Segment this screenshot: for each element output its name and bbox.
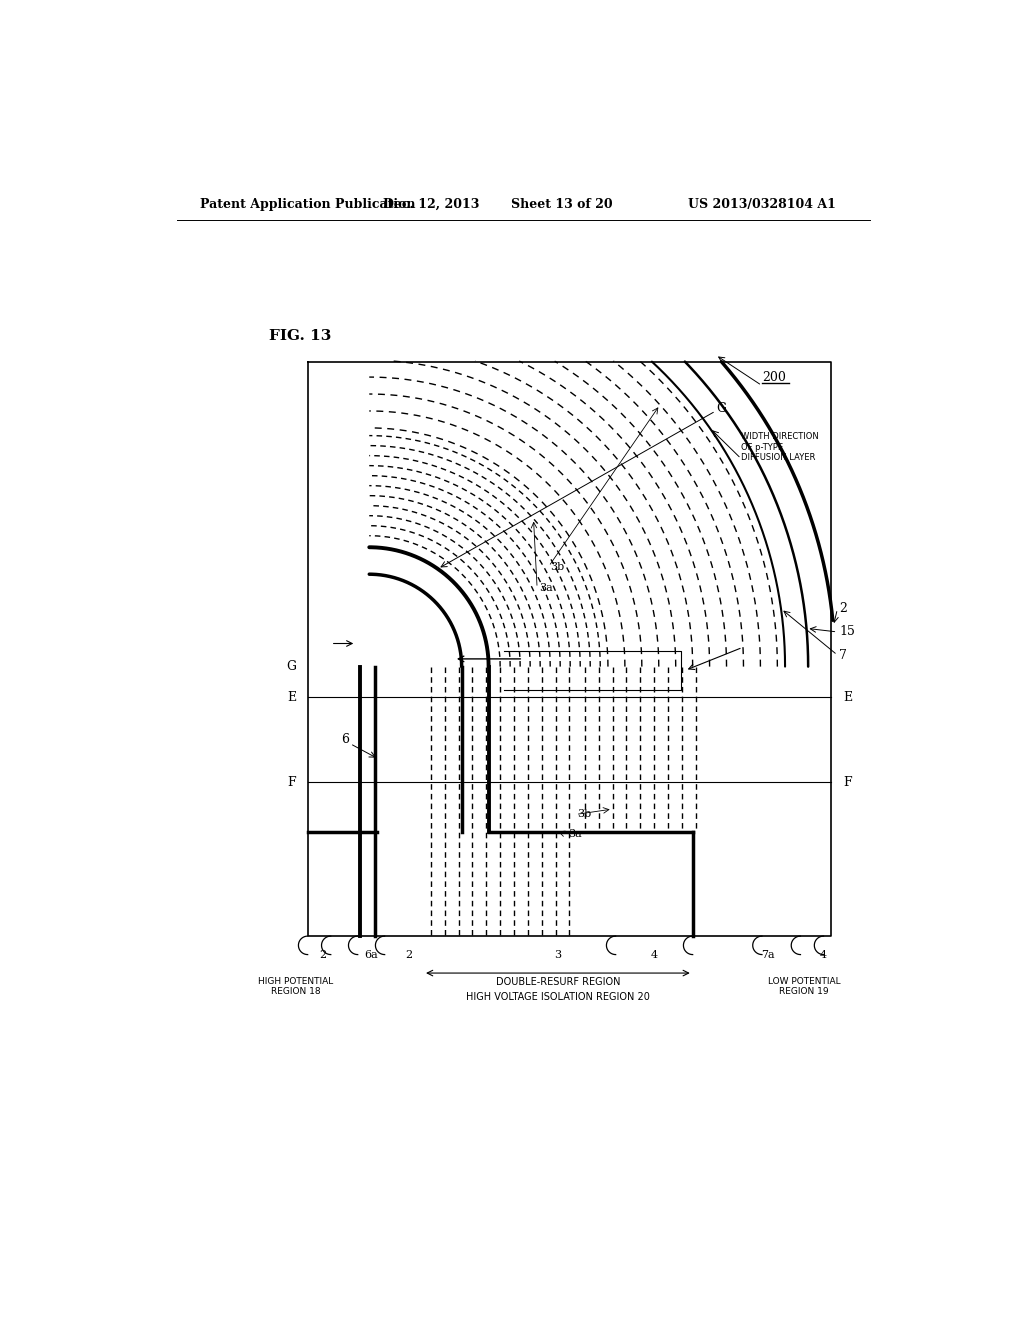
Text: 15: 15 xyxy=(839,626,855,639)
Text: E: E xyxy=(287,690,296,704)
Text: G: G xyxy=(716,403,726,416)
Text: 3b: 3b xyxy=(578,809,592,820)
Text: DOUBLE-RESURF REGION: DOUBLE-RESURF REGION xyxy=(496,977,621,987)
Text: 3a: 3a xyxy=(568,829,582,840)
Text: FIG. 13: FIG. 13 xyxy=(269,329,332,342)
Text: Patent Application Publication: Patent Application Publication xyxy=(200,198,416,211)
Text: HIGH VOLTAGE ISOLATION REGION 20: HIGH VOLTAGE ISOLATION REGION 20 xyxy=(466,993,650,1002)
Text: 3b: 3b xyxy=(550,561,564,572)
Text: HIGH POTENTIAL
REGION 18: HIGH POTENTIAL REGION 18 xyxy=(258,977,334,997)
Text: 200: 200 xyxy=(762,371,785,384)
Text: G: G xyxy=(286,660,296,673)
Text: LOW POTENTIAL
REGION 19: LOW POTENTIAL REGION 19 xyxy=(768,977,841,997)
Text: 2: 2 xyxy=(839,602,847,615)
Text: Sheet 13 of 20: Sheet 13 of 20 xyxy=(511,198,612,211)
Text: Dec. 12, 2013: Dec. 12, 2013 xyxy=(383,198,479,211)
Text: 4: 4 xyxy=(650,950,657,961)
Text: F: F xyxy=(843,776,851,788)
Text: F: F xyxy=(288,776,296,788)
Text: 6: 6 xyxy=(341,733,349,746)
Text: WIDTH DIRECTION
OF p-TYPE
DIFFUSION LAYER: WIDTH DIRECTION OF p-TYPE DIFFUSION LAYE… xyxy=(741,432,819,462)
Text: 7: 7 xyxy=(839,648,847,661)
Text: 2: 2 xyxy=(319,950,327,961)
Text: US 2013/0328104 A1: US 2013/0328104 A1 xyxy=(688,198,836,211)
Text: 2: 2 xyxy=(406,950,413,961)
Text: 4: 4 xyxy=(820,950,827,961)
Text: 3: 3 xyxy=(554,950,561,961)
Text: 7a: 7a xyxy=(761,950,775,961)
Text: 6a: 6a xyxy=(365,950,379,961)
Text: 3a: 3a xyxy=(539,583,552,593)
Text: E: E xyxy=(843,690,852,704)
